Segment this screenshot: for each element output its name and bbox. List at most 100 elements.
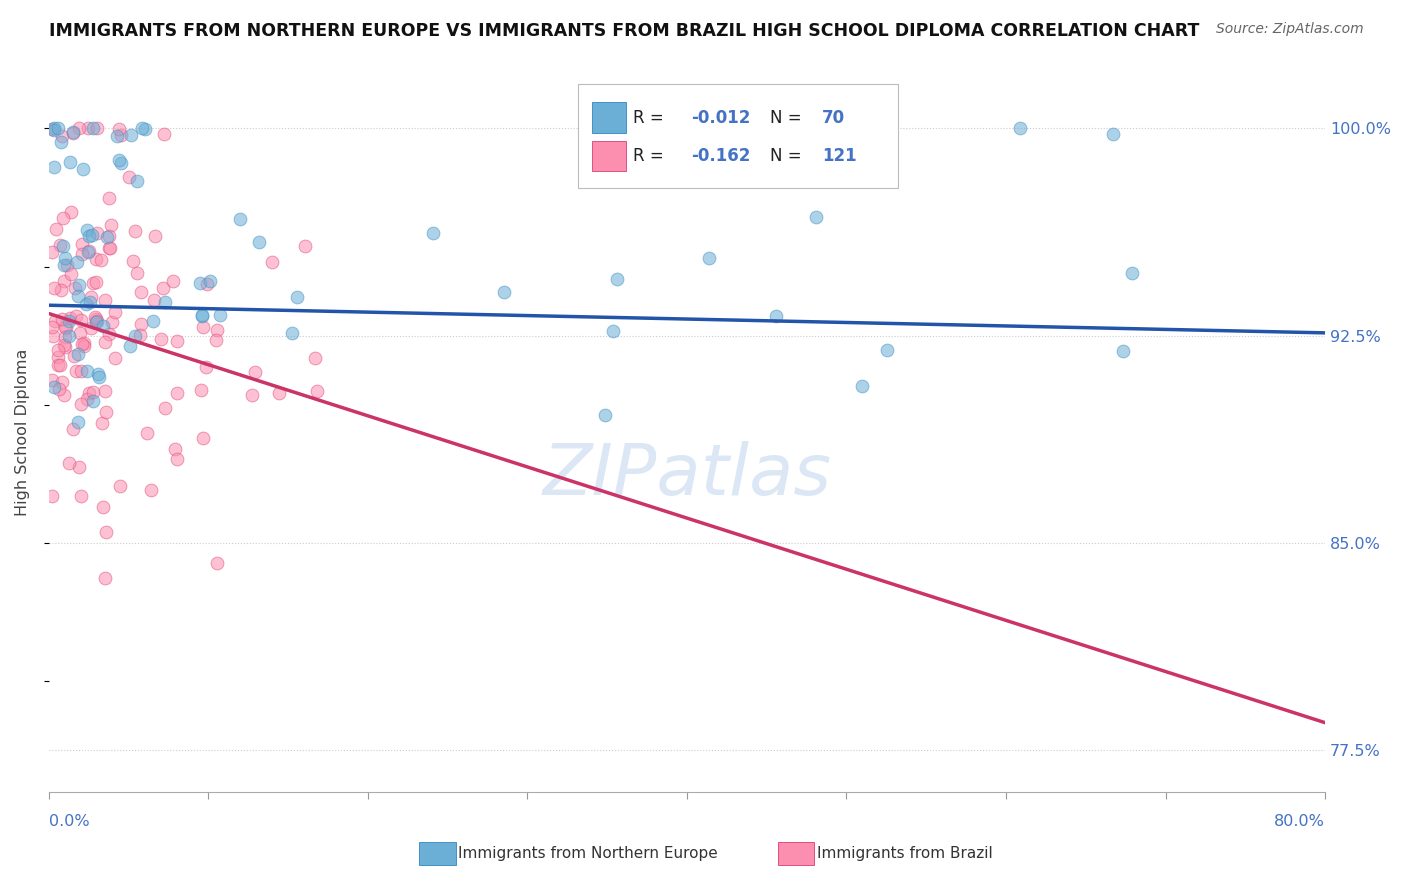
Point bbox=[267, 386, 290, 401]
Point bbox=[650, 121, 672, 136]
Point bbox=[606, 272, 628, 286]
Point bbox=[69, 326, 91, 340]
Point bbox=[602, 324, 624, 338]
Point bbox=[422, 226, 444, 240]
Text: 70: 70 bbox=[823, 109, 845, 127]
Point bbox=[65, 254, 87, 268]
FancyBboxPatch shape bbox=[592, 141, 626, 170]
Point bbox=[77, 244, 100, 259]
Point bbox=[188, 277, 211, 291]
Point bbox=[70, 236, 93, 251]
Point bbox=[53, 329, 76, 343]
Point bbox=[93, 334, 115, 349]
Point bbox=[41, 121, 63, 136]
Point bbox=[120, 128, 142, 142]
Point bbox=[129, 285, 152, 299]
Point bbox=[134, 122, 156, 136]
Point bbox=[304, 351, 326, 365]
Point bbox=[595, 408, 617, 422]
Text: Source: ZipAtlas.com: Source: ZipAtlas.com bbox=[1216, 22, 1364, 37]
Point bbox=[135, 426, 157, 441]
Point bbox=[204, 333, 226, 347]
Point bbox=[58, 329, 80, 343]
Point bbox=[83, 310, 105, 324]
Point bbox=[84, 315, 107, 329]
Point bbox=[876, 343, 898, 357]
Point bbox=[262, 255, 284, 269]
Point bbox=[55, 251, 77, 265]
Point bbox=[86, 313, 108, 327]
Text: Immigrants from Brazil: Immigrants from Brazil bbox=[817, 847, 993, 861]
Point bbox=[198, 274, 221, 288]
Point bbox=[117, 170, 139, 185]
Point bbox=[191, 309, 214, 323]
Point bbox=[72, 339, 94, 353]
Point bbox=[42, 380, 65, 394]
Point bbox=[247, 235, 270, 249]
Point bbox=[229, 212, 252, 227]
Point bbox=[208, 308, 231, 322]
Point bbox=[1121, 267, 1143, 281]
Point bbox=[59, 311, 82, 326]
Point bbox=[80, 228, 103, 243]
Point bbox=[307, 384, 329, 398]
Point bbox=[76, 223, 98, 237]
Point bbox=[42, 123, 65, 137]
Point bbox=[697, 251, 720, 265]
Point bbox=[1010, 121, 1032, 136]
Point bbox=[46, 351, 69, 365]
Point bbox=[195, 277, 218, 292]
Point bbox=[52, 274, 75, 288]
Point bbox=[143, 228, 166, 243]
Point bbox=[89, 370, 111, 384]
Text: ZIPatlas: ZIPatlas bbox=[543, 441, 831, 510]
Point bbox=[205, 323, 228, 337]
Point bbox=[67, 289, 90, 303]
Point bbox=[98, 191, 121, 205]
Point bbox=[42, 329, 65, 343]
Point bbox=[49, 283, 72, 297]
Point bbox=[60, 204, 83, 219]
Point bbox=[142, 314, 165, 328]
Point bbox=[69, 364, 91, 378]
Point bbox=[66, 347, 89, 361]
Point bbox=[110, 156, 132, 170]
Point bbox=[77, 121, 100, 136]
Point bbox=[76, 364, 98, 378]
Point bbox=[67, 460, 90, 475]
Point bbox=[79, 294, 101, 309]
Point bbox=[62, 126, 84, 140]
Point bbox=[46, 121, 69, 136]
Point bbox=[240, 388, 263, 402]
Text: -0.012: -0.012 bbox=[690, 109, 751, 127]
Text: R =: R = bbox=[633, 109, 669, 127]
Point bbox=[42, 121, 65, 136]
Point bbox=[294, 239, 316, 253]
FancyBboxPatch shape bbox=[592, 103, 626, 133]
Point bbox=[72, 161, 94, 176]
FancyBboxPatch shape bbox=[578, 84, 897, 188]
Point bbox=[122, 254, 145, 268]
Point bbox=[59, 154, 82, 169]
Point bbox=[98, 241, 121, 255]
Point bbox=[41, 245, 63, 260]
Point bbox=[152, 281, 174, 295]
Point bbox=[52, 211, 75, 226]
Point bbox=[58, 456, 80, 470]
Point bbox=[86, 227, 108, 241]
Point bbox=[51, 312, 73, 326]
Point bbox=[44, 281, 66, 295]
Y-axis label: High School Diploma: High School Diploma bbox=[15, 349, 30, 516]
Point bbox=[193, 431, 215, 445]
Point bbox=[82, 393, 104, 408]
Point bbox=[127, 266, 149, 280]
Text: 121: 121 bbox=[823, 146, 856, 165]
Point bbox=[46, 343, 69, 357]
Point bbox=[94, 571, 117, 585]
Point bbox=[41, 373, 63, 387]
Point bbox=[804, 210, 827, 224]
Point bbox=[118, 339, 141, 353]
Point bbox=[42, 160, 65, 174]
Point bbox=[98, 229, 121, 244]
Point bbox=[53, 388, 76, 402]
